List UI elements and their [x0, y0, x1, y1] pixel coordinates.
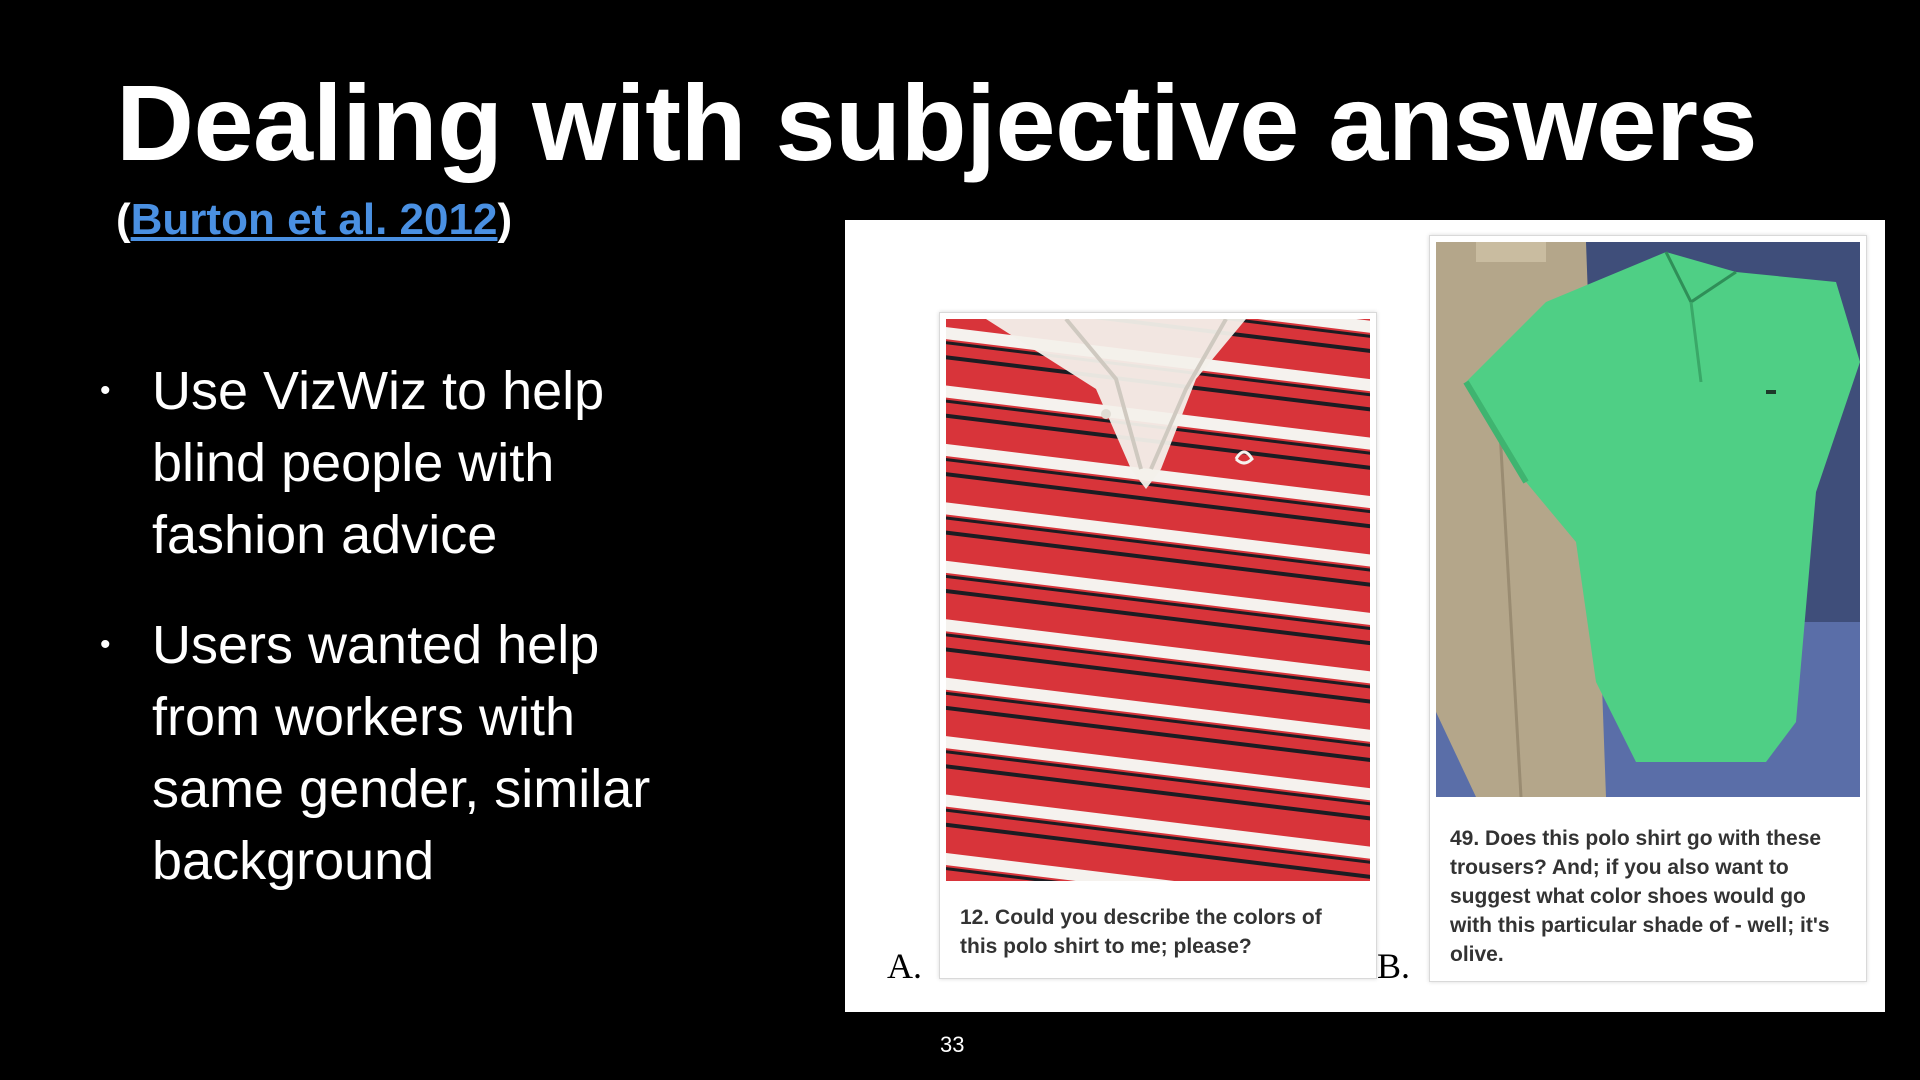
panel-a-label: A.: [887, 946, 922, 986]
green-polo-trousers-image: [1436, 242, 1860, 797]
bullet-dot: •: [100, 374, 111, 407]
panel-b-caption: 49. Does this polo shirt go with these t…: [1450, 827, 1830, 966]
citation-link[interactable]: Burton et al. 2012: [130, 195, 498, 244]
page-title: Dealing with subjective answers: [116, 62, 1758, 183]
citation: (Burton et al. 2012): [116, 194, 512, 247]
slide-number: 33: [940, 1032, 965, 1057]
figure: 12. Could you describe the colors of thi…: [845, 220, 1885, 1012]
panel-b-label: B.: [1377, 946, 1411, 986]
panel-b-card: 49. Does this polo shirt go with these t…: [1429, 235, 1867, 982]
bullet-text: Use VizWiz to help blind people with fas…: [152, 361, 605, 565]
bullet-item: • Use VizWiz to help blind people with f…: [100, 355, 700, 571]
red-striped-polo-photo: [946, 319, 1370, 881]
bullet-item: • Users wanted help from workers with sa…: [100, 609, 700, 897]
red-striped-polo-image: [946, 319, 1370, 881]
bullet-text: Users wanted help from workers with same…: [152, 615, 651, 891]
citation-close-paren: ): [497, 195, 513, 244]
green-polo-photo: [1436, 242, 1860, 797]
bullet-dot: •: [100, 628, 111, 661]
panel-a-card: 12. Could you describe the colors of thi…: [939, 312, 1377, 979]
bullet-list: • Use VizWiz to help blind people with f…: [100, 355, 700, 935]
panel-a-caption: 12. Could you describe the colors of thi…: [960, 906, 1322, 958]
citation-open-paren: (: [116, 195, 131, 244]
